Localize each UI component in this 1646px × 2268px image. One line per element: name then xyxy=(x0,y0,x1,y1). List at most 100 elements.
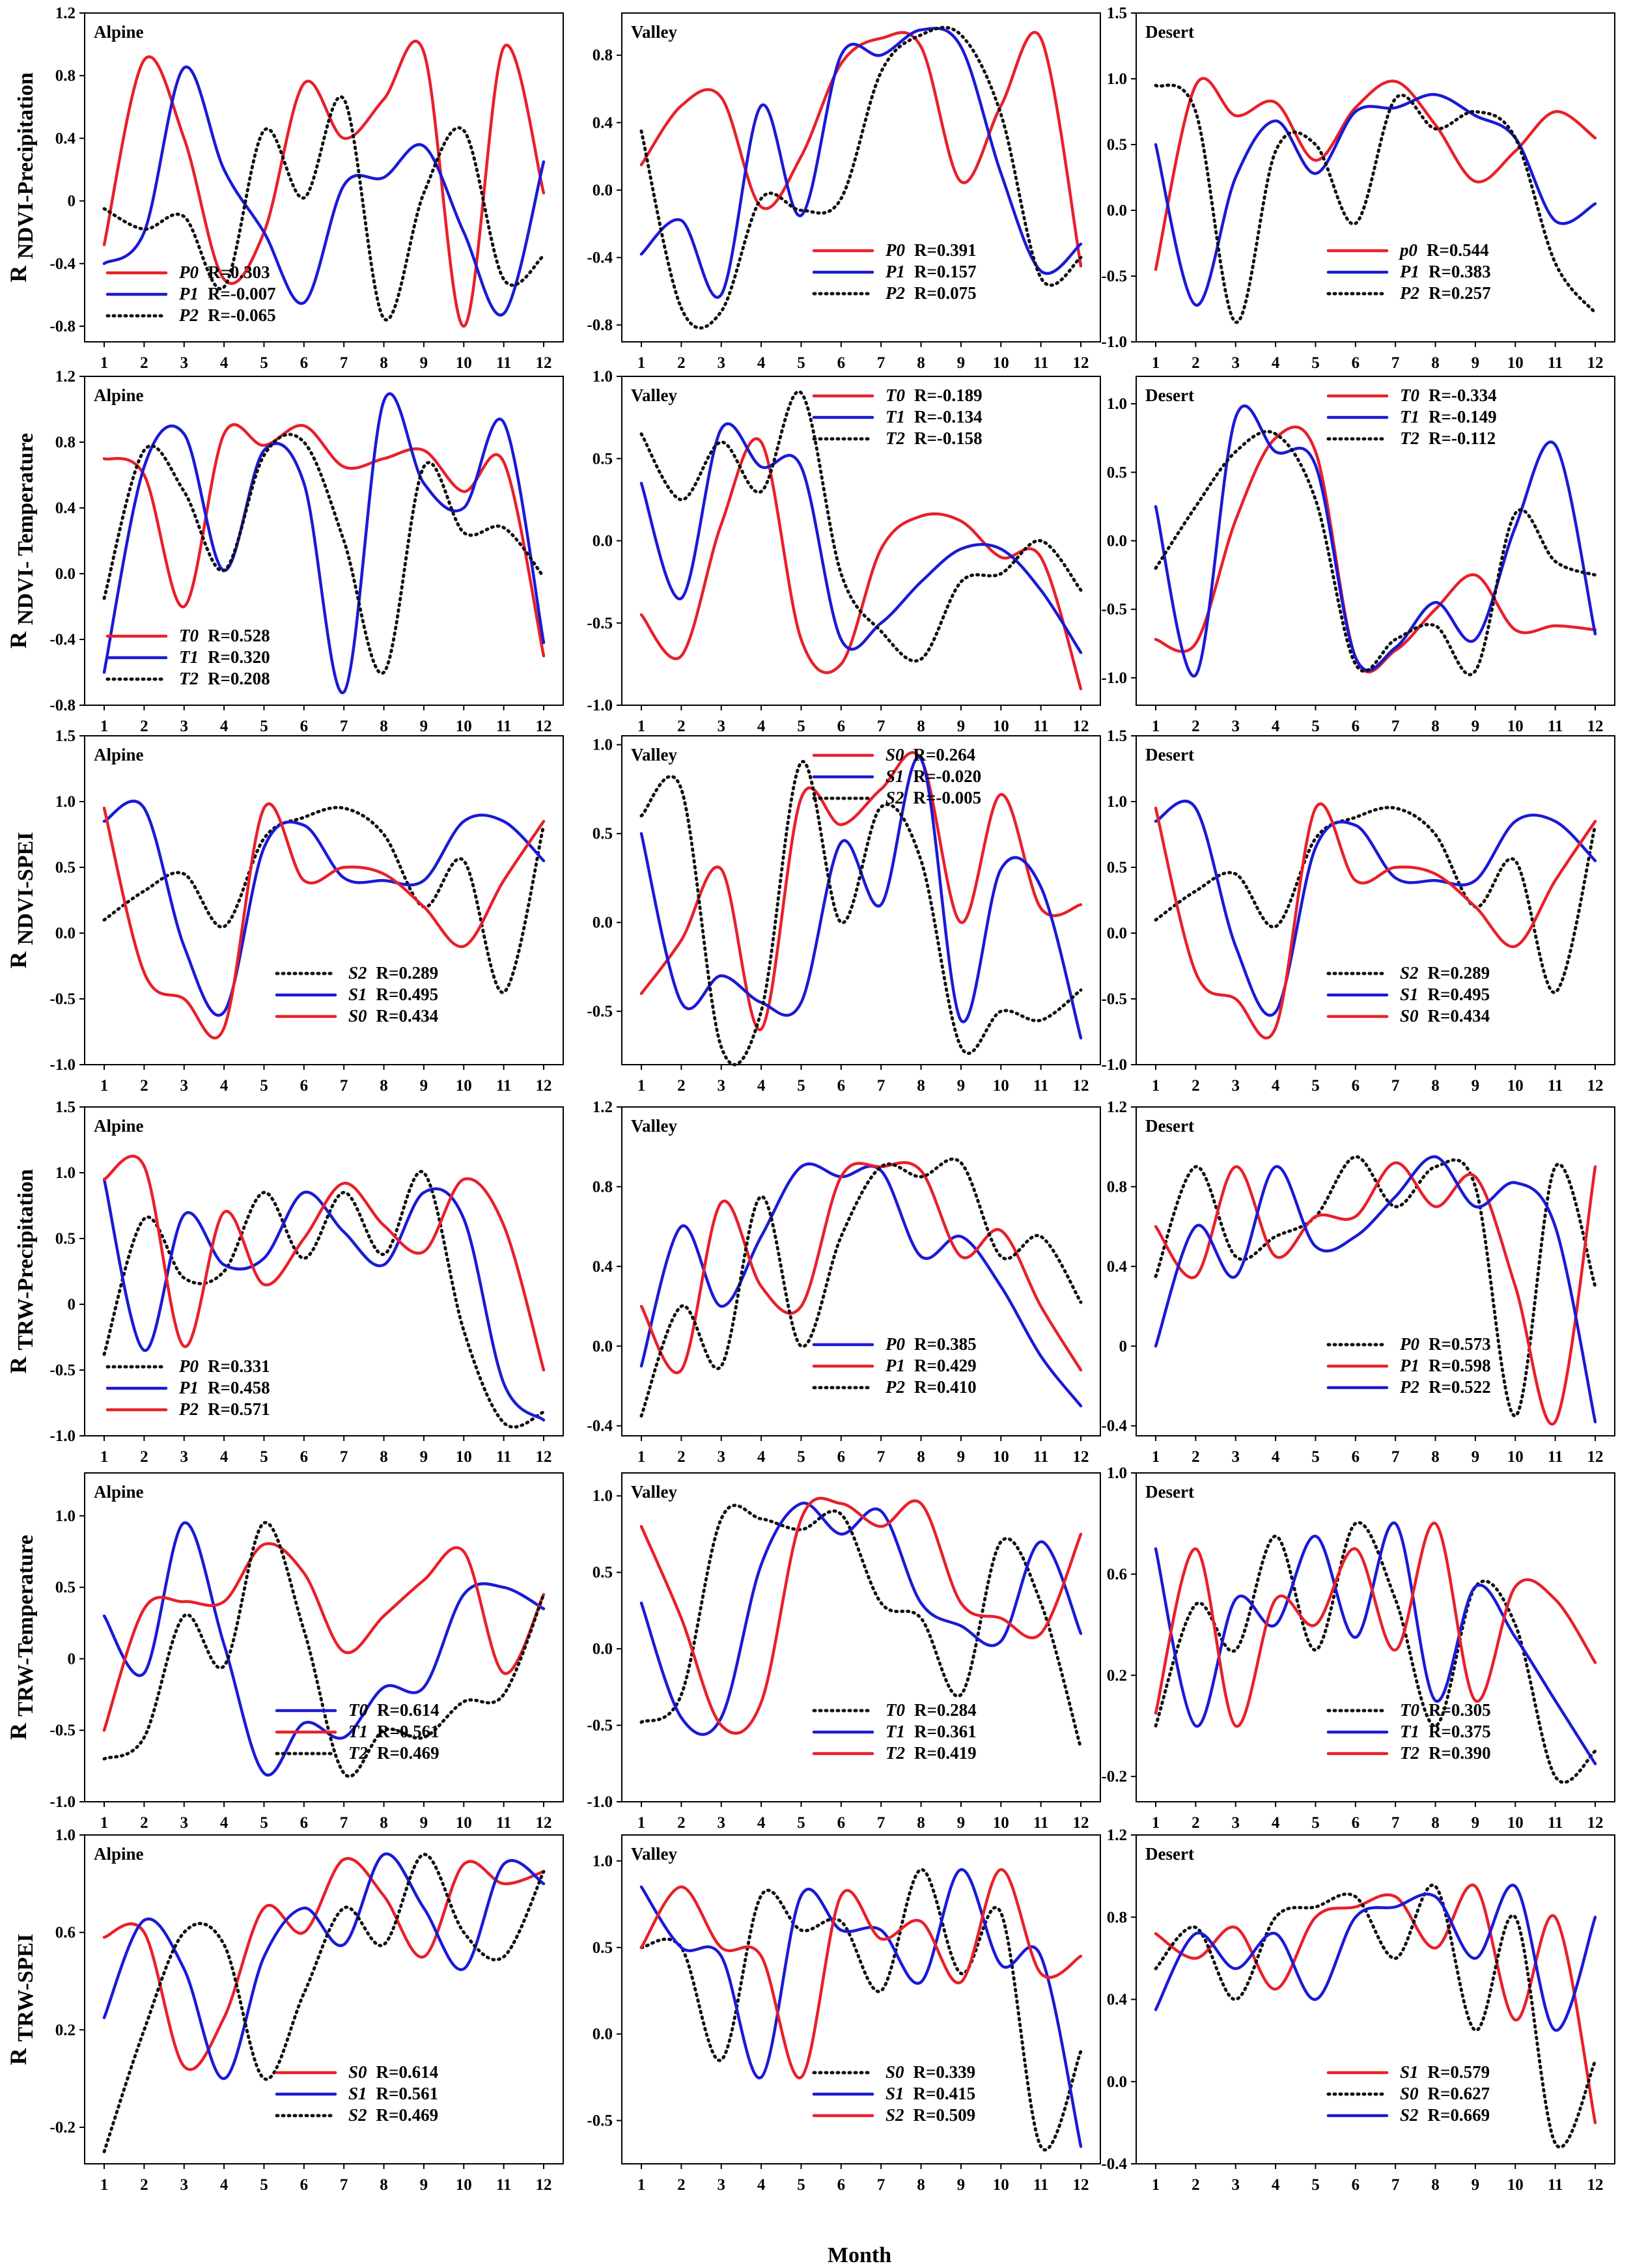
x-tick-label: 11 xyxy=(496,2176,512,2194)
x-tick-label: 1 xyxy=(1152,2176,1160,2194)
x-tick-label: 2 xyxy=(1192,1814,1200,1832)
x-tick-label: 3 xyxy=(180,718,188,735)
x-tick-label: 11 xyxy=(1548,1077,1563,1095)
x-tick-label: 11 xyxy=(1033,1077,1049,1095)
legend-r-value: R=-0.134 xyxy=(914,407,983,427)
legend-entry: T0 R=0.528 xyxy=(179,626,270,645)
y-tick-label: 0.0 xyxy=(1107,533,1127,550)
x-tick-label: 9 xyxy=(420,2176,428,2194)
legend-series-name: S0 xyxy=(886,745,904,764)
plot-frame xyxy=(621,12,1101,343)
y-tick-label: -0.5 xyxy=(1101,601,1127,619)
x-tick-label: 12 xyxy=(1587,718,1604,735)
x-tick-label: 1 xyxy=(637,718,646,735)
legend-entry: S2 R=0.469 xyxy=(348,2105,438,2125)
x-tick-label: 3 xyxy=(180,1077,188,1095)
x-tick-label: 2 xyxy=(140,1448,148,1466)
legend-r-value: R=-0.158 xyxy=(914,428,983,448)
x-tick-label: 10 xyxy=(456,1814,472,1832)
legend-r-value: R=0.458 xyxy=(208,1378,270,1397)
legend-r-value: R=0.614 xyxy=(377,1700,439,1720)
x-tick-label: 1 xyxy=(1152,718,1160,735)
legend-entry: P0 R=0.303 xyxy=(178,262,270,282)
x-tick-label: 5 xyxy=(1311,718,1320,735)
y-tick-label: 1.5 xyxy=(55,727,76,745)
legend-series-name: S1 xyxy=(1400,2062,1419,2082)
legend-r-value: R=0.157 xyxy=(914,262,977,281)
x-tick-label: 8 xyxy=(1431,718,1440,735)
x-tick-label: 5 xyxy=(260,2176,268,2194)
x-tick-label: 1 xyxy=(637,1077,646,1095)
y-tick-label: -0.2 xyxy=(49,2119,76,2136)
x-tick-label: 7 xyxy=(340,354,348,372)
x-tick-label: 5 xyxy=(797,1814,805,1832)
x-tick-label: 6 xyxy=(837,1077,846,1095)
legend-r-value: R=-0.334 xyxy=(1429,385,1497,405)
panel-alpine-r3: 1.51.00.50.0-0.5-1.01 2 3 4 5 6 7 8 9 10 11 12Alpin… xyxy=(5,727,564,1095)
y-tick-label: 1.0 xyxy=(55,1507,76,1525)
legend-series-name: S1 xyxy=(1400,985,1419,1004)
x-tick-label: 7 xyxy=(877,2176,886,2194)
x-tick-label: 10 xyxy=(1507,354,1524,372)
x-tick-label: 3 xyxy=(717,1448,725,1466)
x-tick-label: 5 xyxy=(797,2176,805,2194)
x-tick-label: 6 xyxy=(300,1448,309,1466)
x-tick-label: 6 xyxy=(300,2176,309,2194)
x-tick-label: 9 xyxy=(957,2176,966,2194)
x-tick-label: 9 xyxy=(420,718,428,735)
series-line-p1 xyxy=(1154,1161,1597,1426)
x-tick-label: 7 xyxy=(1391,1077,1400,1095)
legend-series-name: S2 xyxy=(886,2105,904,2125)
x-tick-label: 2 xyxy=(677,1448,686,1466)
x-tick-label: 8 xyxy=(380,1814,388,1832)
y-tick-label: 0.0 xyxy=(593,1337,613,1355)
x-tick-label: 7 xyxy=(340,1814,348,1832)
x-tick-label: 8 xyxy=(380,354,388,372)
y-axis-label-subscript: NDVI-SPEI xyxy=(14,832,38,945)
series-line-s2 xyxy=(102,805,546,994)
legend-series-name: P1 xyxy=(178,284,199,303)
x-tick-label: 7 xyxy=(877,1814,886,1832)
legend-entry: S0 R=0.614 xyxy=(348,2062,438,2082)
plot-frame xyxy=(621,1834,1101,2164)
legend-series-name: P2 xyxy=(885,283,905,303)
x-tick-label: 4 xyxy=(757,718,766,735)
legend-entry: T1 R=0.375 xyxy=(1400,1722,1491,1741)
x-tick-label: 7 xyxy=(340,2176,348,2194)
legend-r-value: R=0.528 xyxy=(208,626,270,645)
y-axis-label-subscript: NDVI- Temperature xyxy=(14,433,38,625)
plot-frame xyxy=(621,735,1101,1065)
y-tick-label: 0.0 xyxy=(1107,925,1127,942)
legend-r-value: R=0.434 xyxy=(376,1006,439,1026)
x-tick-label: 5 xyxy=(1311,1077,1320,1095)
x-tick-label: 9 xyxy=(957,1448,966,1466)
x-tick-label: 12 xyxy=(536,718,552,735)
y-tick-label: 0.4 xyxy=(55,499,76,517)
x-tick-label: 8 xyxy=(917,354,925,372)
x-tick-label: 6 xyxy=(300,1077,309,1095)
legend-r-value: R=-0.065 xyxy=(208,305,276,325)
x-tick-label: 9 xyxy=(957,718,966,735)
x-tick-label: 4 xyxy=(1272,1077,1280,1095)
legend-r-value: R=0.289 xyxy=(376,963,439,983)
x-tick-label: 11 xyxy=(1548,1814,1563,1832)
legend-entry: S1 R=0.561 xyxy=(348,2084,438,2103)
x-tick-label: 10 xyxy=(993,1814,1009,1832)
series-line-p2 xyxy=(639,1157,1083,1418)
series-line-s1 xyxy=(1154,800,1597,1017)
legend-series-name: S0 xyxy=(1400,1006,1419,1026)
y-tick-label: 0.4 xyxy=(1107,1258,1128,1276)
x-tick-label: 3 xyxy=(717,2176,725,2194)
x-tick-label: 3 xyxy=(717,1077,725,1095)
x-tick-label: 7 xyxy=(340,718,348,735)
x-tick-label: 3 xyxy=(1231,1077,1240,1095)
legend-r-value: R=0.469 xyxy=(377,1743,439,1763)
y-tick-label: -0.5 xyxy=(1101,268,1127,285)
plot-frame xyxy=(84,1472,564,1802)
legend-r-value: R=0.573 xyxy=(1429,1334,1491,1354)
panel-title: Desert xyxy=(1145,1116,1194,1136)
x-tick-label: 12 xyxy=(536,1814,552,1832)
series-line-p2 xyxy=(1154,83,1597,324)
